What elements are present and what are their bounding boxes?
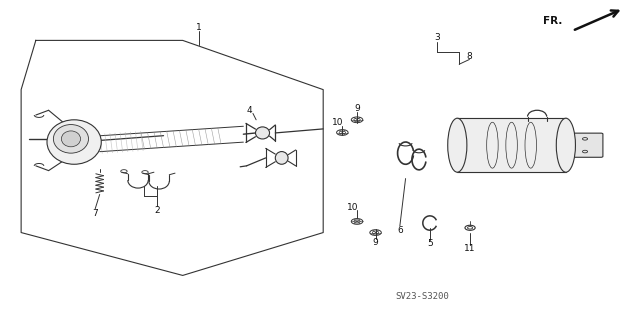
Text: FR.: FR. [543, 16, 563, 26]
Text: 8: 8 [467, 52, 472, 61]
Text: 1: 1 [196, 23, 202, 32]
Ellipse shape [275, 152, 288, 164]
Text: 9: 9 [372, 238, 378, 247]
Text: 2: 2 [154, 206, 160, 215]
Text: 3: 3 [434, 33, 440, 42]
Ellipse shape [448, 118, 467, 172]
Ellipse shape [53, 124, 88, 153]
Text: SV23-S3200: SV23-S3200 [396, 292, 449, 300]
Ellipse shape [47, 120, 101, 164]
Text: 10: 10 [332, 118, 344, 128]
Text: 7: 7 [92, 209, 98, 218]
Text: 6: 6 [397, 226, 403, 235]
Text: 11: 11 [465, 244, 476, 253]
Ellipse shape [61, 131, 81, 147]
Ellipse shape [255, 127, 269, 139]
Text: 5: 5 [427, 239, 433, 248]
Text: 4: 4 [247, 106, 253, 115]
Text: 9: 9 [354, 104, 360, 113]
Ellipse shape [556, 118, 575, 172]
Text: 10: 10 [347, 203, 358, 211]
FancyBboxPatch shape [573, 133, 603, 157]
